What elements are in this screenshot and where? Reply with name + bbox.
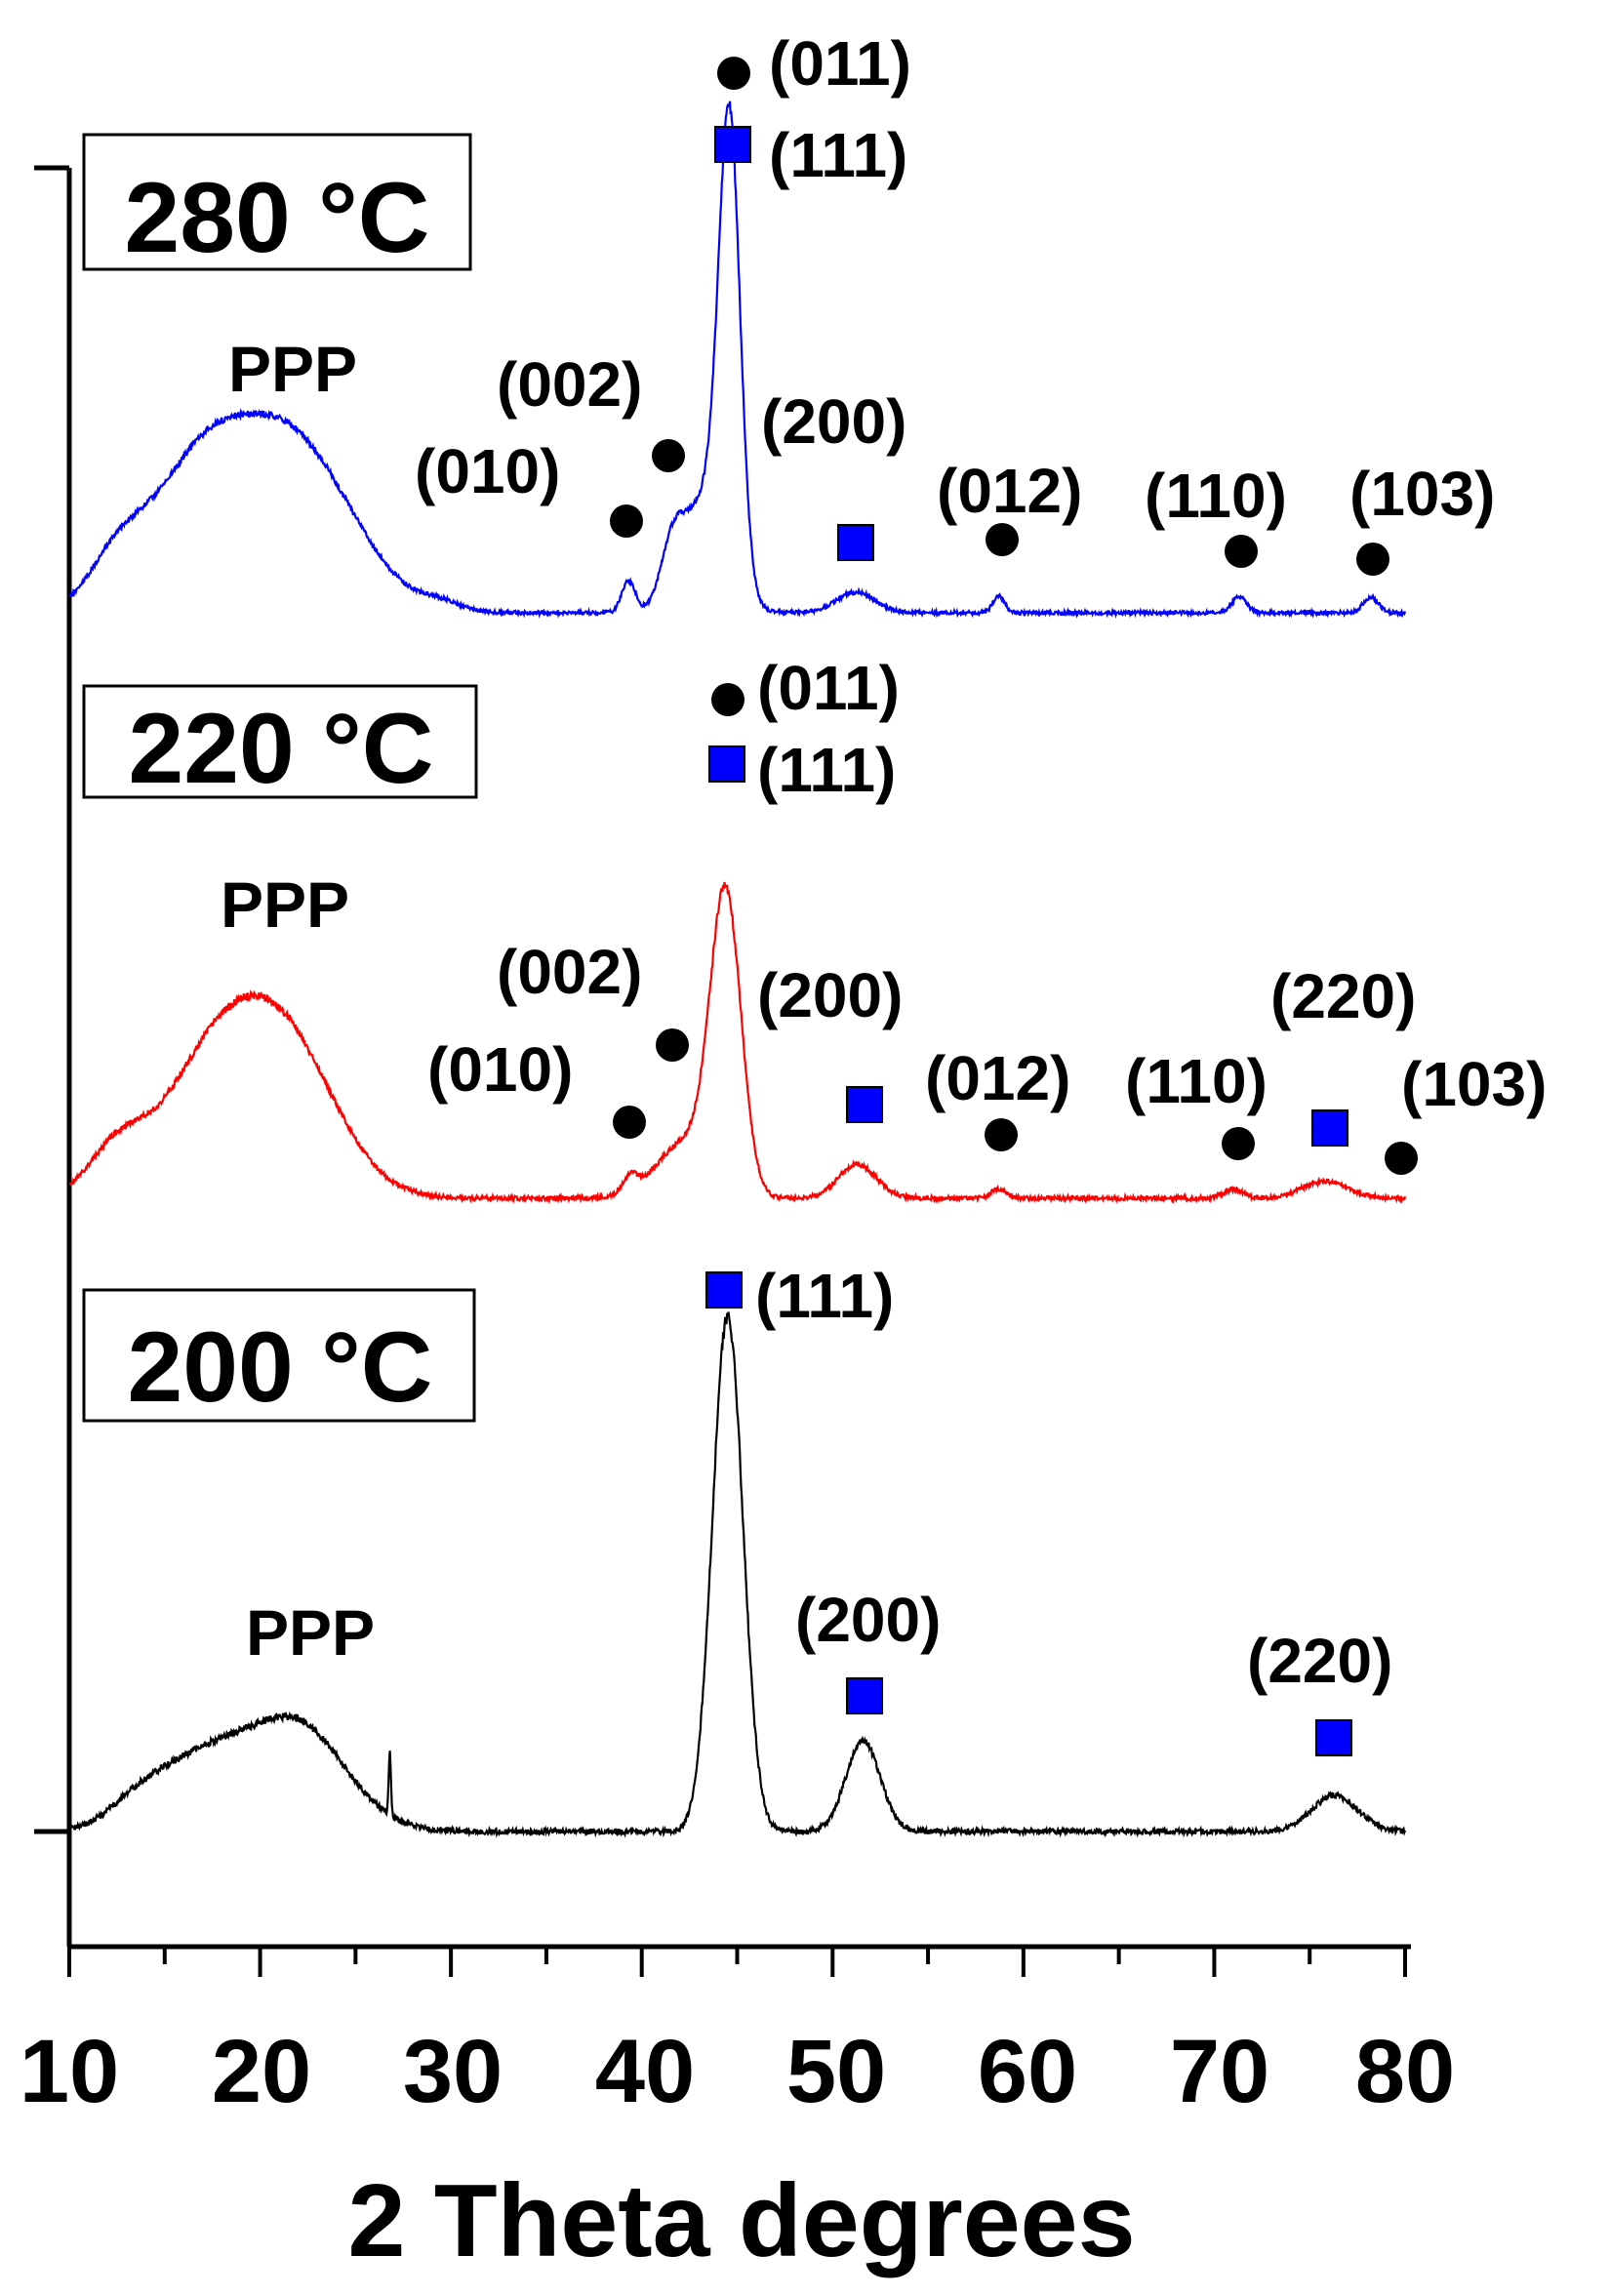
fcc-square-marker — [846, 1677, 883, 1714]
peak-label: (110) — [1125, 1046, 1268, 1116]
panel-title: 280 °C — [125, 162, 430, 273]
peak-label: (002) — [497, 937, 642, 1007]
peak-label: (012) — [937, 456, 1082, 526]
x-tick-labels: 10 20 30 40 50 60 70 80 — [20, 2022, 1455, 2121]
hkl-circle-marker — [711, 683, 745, 716]
panel-title-box — [82, 1288, 476, 1423]
peak-label: (220) — [1270, 961, 1416, 1031]
fcc-square-marker — [714, 126, 751, 163]
panel-280: 280 °C PPP (011) (111) (002) (010) (200)… — [82, 28, 1495, 576]
peak-label: (010) — [415, 436, 560, 506]
peak-label: (103) — [1349, 459, 1495, 529]
series-line-220 — [69, 881, 1407, 1205]
peak-label: (111) — [755, 1261, 894, 1331]
panel-title: 220 °C — [129, 693, 434, 804]
panel-title-box — [82, 684, 478, 799]
x-tick-label: 30 — [403, 2022, 503, 2121]
hkl-circle-marker — [652, 439, 685, 472]
fcc-square-marker — [705, 1271, 743, 1309]
fcc-square-marker — [837, 524, 874, 561]
x-tick-label: 10 — [20, 2022, 119, 2121]
peak-label: (011) — [769, 28, 911, 99]
series — [67, 101, 1407, 1838]
x-tick-label: 20 — [212, 2022, 311, 2121]
hkl-circle-marker — [986, 523, 1019, 556]
series-line-280 — [68, 101, 1407, 620]
hkl-circle-marker — [1225, 535, 1258, 568]
peak-label: (200) — [761, 386, 906, 457]
x-tick-label: 80 — [1355, 2022, 1455, 2121]
x-tick-label: 40 — [595, 2022, 695, 2121]
hkl-circle-marker — [1385, 1142, 1418, 1175]
x-axis-title: 2 Theta degrees — [347, 2163, 1135, 2278]
ppp-label: PPP — [228, 333, 357, 405]
x-tick-label: 50 — [786, 2022, 886, 2121]
hkl-circle-marker — [1356, 543, 1389, 576]
hkl-circle-marker — [610, 504, 643, 538]
peak-label: (011) — [757, 653, 900, 723]
hkl-circle-marker — [656, 1028, 689, 1062]
peak-label: (200) — [795, 1585, 941, 1655]
peak-label: (002) — [497, 349, 642, 420]
series-line-200 — [67, 1311, 1407, 1838]
peak-label: (012) — [925, 1043, 1070, 1113]
peak-label: (111) — [757, 735, 896, 805]
peak-label: (111) — [769, 120, 907, 190]
peak-label: (110) — [1145, 461, 1287, 531]
peak-label: (010) — [427, 1034, 573, 1105]
panel-title: 200 °C — [128, 1311, 433, 1423]
axes: 10 20 30 40 50 60 70 80 2 Theta degrees — [20, 165, 1455, 2278]
fcc-square-marker — [1315, 1719, 1352, 1756]
hkl-circle-marker — [613, 1106, 646, 1139]
x-ticks — [67, 1947, 1407, 1977]
ppp-label: PPP — [246, 1596, 375, 1669]
hkl-circle-marker — [717, 57, 750, 90]
fcc-square-marker — [846, 1086, 883, 1123]
peak-label: (103) — [1401, 1049, 1547, 1119]
fcc-square-marker — [1311, 1109, 1348, 1147]
x-tick-label: 70 — [1170, 2022, 1269, 2121]
x-tick-label: 60 — [978, 2022, 1077, 2121]
panel-220: 220 °C PPP (011) (111) (002) (010) (200)… — [82, 653, 1547, 1175]
hkl-circle-marker — [1222, 1127, 1255, 1160]
peak-label: (220) — [1247, 1626, 1392, 1696]
peak-label: (200) — [757, 960, 903, 1030]
panel-200: 200 °C PPP (111) (200) (220) — [82, 1261, 1392, 1756]
fcc-square-marker — [708, 745, 745, 783]
hkl-circle-marker — [985, 1118, 1018, 1151]
ppp-label: PPP — [221, 868, 349, 941]
panel-title-box — [82, 133, 472, 271]
